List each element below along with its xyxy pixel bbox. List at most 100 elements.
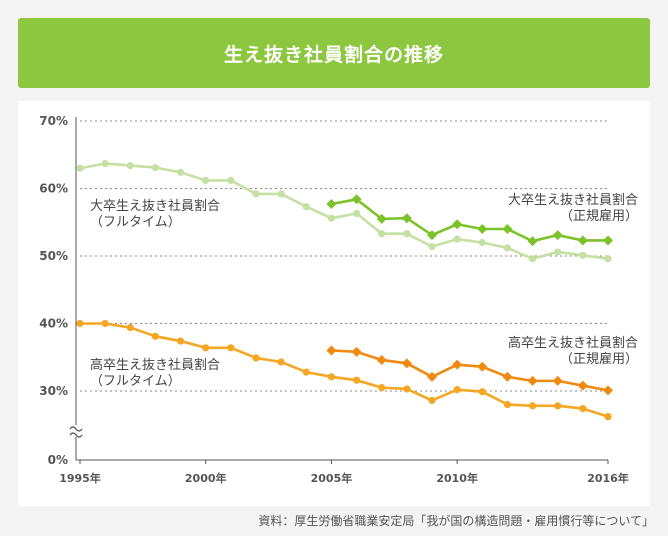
data-point xyxy=(527,375,538,386)
data-point xyxy=(252,354,260,362)
data-point xyxy=(552,375,563,386)
data-point xyxy=(453,235,461,243)
axes: 0% 30% 40% 50% 60% 70% 1995年 2000年 2005年 2010年 201… xyxy=(39,114,629,485)
series-group xyxy=(76,319,612,421)
data-point xyxy=(577,235,588,246)
data-point xyxy=(478,388,486,396)
data-point xyxy=(327,373,336,381)
data-point xyxy=(403,385,411,393)
data-point xyxy=(352,209,361,218)
series-label: 大卒生え抜き社員割合（フルタイム） xyxy=(90,198,220,230)
chart-panel: 0% 30% 40% 50% 60% 70% 1995年 2000年 2005年 2010年 201… xyxy=(18,101,650,506)
series-label-line: 高卒生え抜き社員割合 xyxy=(508,335,638,351)
x-tick-label: 2005年 xyxy=(311,471,353,485)
data-point xyxy=(401,213,412,224)
data-point xyxy=(477,361,488,372)
data-point xyxy=(227,344,235,352)
series-line xyxy=(79,162,609,260)
data-point xyxy=(604,255,612,263)
data-point xyxy=(277,190,285,198)
data-point xyxy=(302,368,310,376)
data-point xyxy=(401,358,412,369)
line-chart: 0% 30% 40% 50% 60% 70% 1995年 2000年 2005年 2010年 201… xyxy=(39,114,638,485)
data-point xyxy=(351,194,362,205)
data-point xyxy=(603,385,613,396)
data-point xyxy=(503,244,512,252)
data-point xyxy=(378,230,386,238)
data-point xyxy=(403,230,411,238)
series-label-line: 高卒生え抜き社員割合 xyxy=(90,357,220,373)
data-point xyxy=(603,235,613,246)
data-point xyxy=(227,176,235,184)
data-point xyxy=(302,203,310,211)
data-point xyxy=(101,319,109,328)
series-label-line: （正規雇用） xyxy=(560,208,638,224)
data-point xyxy=(503,400,512,409)
data-point xyxy=(452,359,463,370)
data-point xyxy=(151,332,160,340)
data-point xyxy=(502,371,513,382)
data-point xyxy=(76,164,84,172)
grid-lines xyxy=(80,120,608,392)
data-point xyxy=(427,230,437,241)
series-group xyxy=(76,159,612,263)
data-point xyxy=(427,371,437,382)
axis-break-mask xyxy=(69,425,83,437)
series-label-line: 大卒生え抜き社員割合 xyxy=(90,198,220,214)
y-tick-label: 40% xyxy=(39,317,68,331)
data-point xyxy=(151,163,160,172)
series-group xyxy=(326,194,613,247)
data-point xyxy=(176,168,185,176)
series-label: 高卒生え抜き社員割合（フルタイム） xyxy=(90,357,220,389)
series-line xyxy=(331,198,608,243)
data-point xyxy=(604,413,612,421)
data-point xyxy=(552,230,563,241)
x-tick-label: 1995年 xyxy=(59,471,101,485)
series-group xyxy=(326,345,613,396)
data-point xyxy=(577,380,588,391)
data-point xyxy=(428,242,436,251)
data-point xyxy=(452,219,463,230)
data-point xyxy=(378,384,386,392)
y-tick-label: 0% xyxy=(48,453,68,467)
data-point xyxy=(327,214,336,222)
data-point xyxy=(453,386,461,394)
data-point xyxy=(101,159,109,168)
x-tick-label: 2010年 xyxy=(436,471,478,485)
data-point xyxy=(176,337,185,345)
data-point xyxy=(376,354,387,365)
y-tick-label: 60% xyxy=(39,182,68,196)
series-label: 高卒生え抜き社員割合（正規雇用） xyxy=(508,335,638,367)
series-labels: 大卒生え抜き社員割合（フルタイム）大卒生え抜き社員割合（正規雇用）高卒生え抜き社… xyxy=(90,192,638,389)
series xyxy=(76,159,613,421)
data-point xyxy=(126,161,134,170)
y-tick-label: 50% xyxy=(39,249,68,263)
axis-break-mark xyxy=(69,432,83,438)
data-point xyxy=(351,346,362,357)
series-label: 大卒生え抜き社員割合（正規雇用） xyxy=(508,192,638,224)
data-point xyxy=(252,190,260,198)
y-tick-label: 30% xyxy=(39,384,68,398)
data-point xyxy=(326,345,337,356)
axis-break-mark xyxy=(69,426,83,432)
series-label-line: 大卒生え抜き社員割合 xyxy=(508,192,638,208)
data-point xyxy=(579,404,587,413)
data-point xyxy=(527,236,538,247)
series-label-line: （正規雇用） xyxy=(560,351,638,367)
data-point xyxy=(528,402,537,410)
data-point xyxy=(376,213,387,224)
series-label-line: （フルタイム） xyxy=(90,215,181,230)
series-label-line: （フルタイム） xyxy=(90,374,181,389)
series-line xyxy=(80,322,609,418)
data-point xyxy=(428,396,436,405)
y-tick-label: 70% xyxy=(39,114,68,128)
data-point xyxy=(502,224,513,234)
x-tick-label: 2000年 xyxy=(185,471,227,485)
data-point xyxy=(528,255,537,263)
data-point xyxy=(352,376,361,384)
data-point xyxy=(277,358,285,366)
x-tick-label: 2016年 xyxy=(587,471,629,485)
data-point xyxy=(554,248,562,256)
data-point xyxy=(477,224,488,234)
data-point xyxy=(202,176,210,184)
